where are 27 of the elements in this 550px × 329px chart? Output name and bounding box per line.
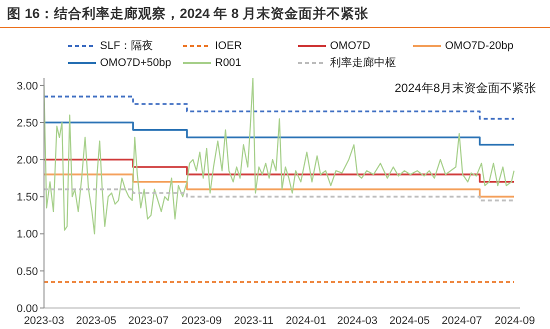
legend-label: OMO7D-20bp: [445, 40, 514, 52]
y-tick-label: 1.50: [16, 192, 38, 204]
annotation: 2024年8月末资金面不紧张: [394, 80, 536, 97]
x-tick-label: 2023-07: [128, 314, 169, 327]
y-tick-label: 0.50: [16, 266, 38, 278]
chart-title: 图 16：结合利率走廊观察，2024 年 8 月末资金面并不紧张: [0, 0, 550, 28]
y-tick-label: 3.00: [16, 80, 38, 92]
legend-label: 利率走廊中枢: [330, 56, 396, 70]
legend-label: IOER: [215, 40, 242, 52]
legend-label: SLF：隔夜: [100, 38, 154, 53]
legend-label: OMO7D: [330, 40, 370, 52]
x-tick-label: 2024-09: [494, 314, 536, 327]
x-tick-label: 2023-11: [234, 314, 274, 327]
y-tick-label: 2.00: [16, 154, 38, 167]
x-tick-label: 2024-01: [286, 314, 326, 327]
y-tick-label: 0.00: [16, 302, 38, 315]
legend-label: OMO7D+50bp: [100, 56, 172, 68]
x-tick-label: 2024-07: [442, 314, 482, 327]
y-tick-label: 1.00: [16, 228, 38, 241]
y-tick-label: 2.50: [16, 117, 38, 130]
x-tick-label: 2024-03: [337, 314, 378, 327]
legend-label: R001: [215, 56, 242, 68]
x-tick-label: 2024-05: [389, 314, 430, 327]
x-tick-label: 2023-09: [181, 314, 222, 327]
x-tick-label: 2023-05: [76, 314, 116, 327]
line-series: [44, 78, 515, 234]
x-tick-label: 2023-03: [24, 314, 64, 327]
